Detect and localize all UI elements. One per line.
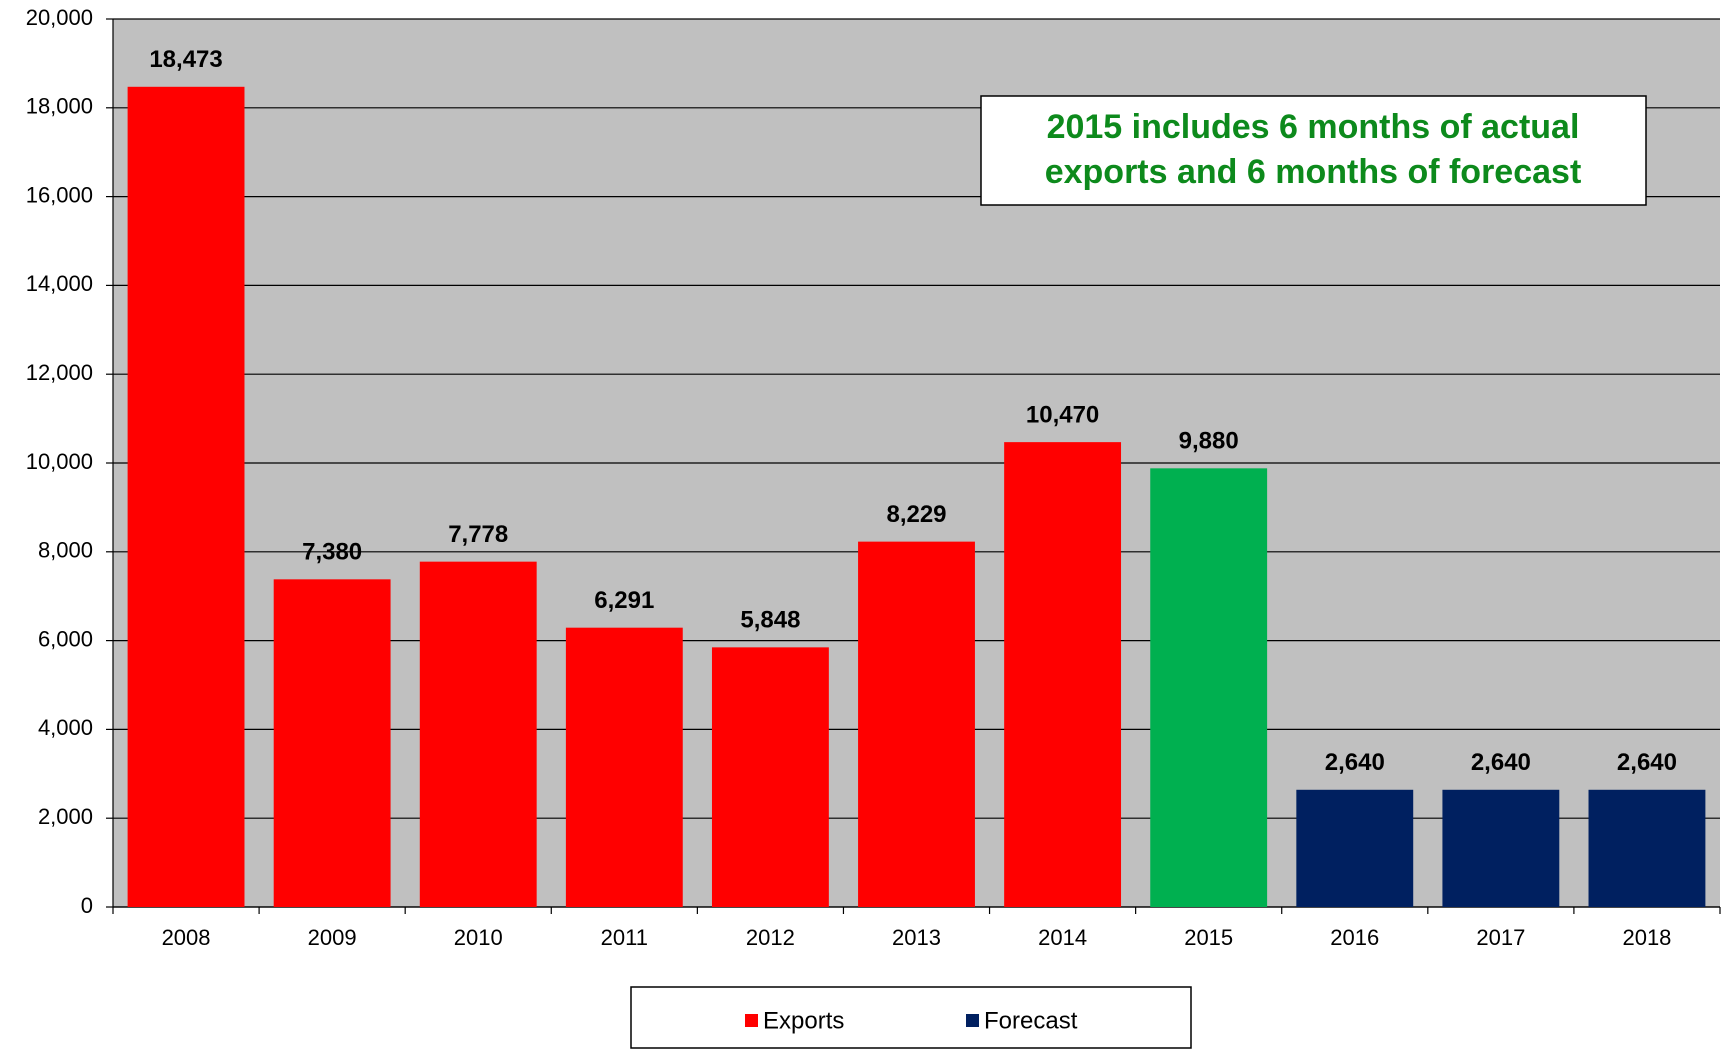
annotation: exports and 6 months of forecast (1045, 153, 1582, 191)
annotation: 2015 includes 6 months of actual (1047, 108, 1580, 146)
x-tick-label: 2012 (746, 925, 795, 950)
bar (419, 561, 537, 907)
y-tick-label: 14,000 (26, 271, 93, 296)
data-label: 5,848 (740, 607, 800, 634)
y-tick-label: 16,000 (26, 182, 93, 207)
data-label: 6,291 (594, 587, 654, 614)
bar (127, 86, 245, 907)
y-tick-label: 10,000 (26, 449, 93, 474)
y-tick-label: 12,000 (26, 360, 93, 385)
y-tick-label: 0 (81, 893, 93, 918)
data-label: 10,470 (1026, 401, 1099, 428)
y-tick-label: 20,000 (26, 5, 93, 30)
data-label: 2,640 (1617, 749, 1677, 776)
x-tick-label: 2018 (1622, 925, 1671, 950)
x-tick-label: 2009 (308, 925, 357, 950)
annotation-box (980, 95, 1647, 206)
y-tick-label: 2,000 (38, 804, 93, 829)
x-tick-label: 2011 (601, 925, 648, 950)
y-tick-label: 18,000 (26, 94, 93, 119)
y-tick-label: 4,000 (38, 715, 93, 740)
x-tick-label: 2013 (892, 925, 941, 950)
bar (711, 647, 829, 907)
data-label: 9,880 (1179, 428, 1239, 455)
data-label: 7,380 (302, 539, 362, 566)
data-label: 2,640 (1471, 749, 1531, 776)
x-tick-label: 2008 (162, 925, 211, 950)
x-tick-label: 2014 (1038, 925, 1087, 950)
x-tick-label: 2015 (1184, 925, 1233, 950)
bar (1150, 468, 1268, 907)
bar (273, 579, 391, 907)
y-tick-label: 6,000 (38, 626, 93, 651)
data-label: 18,473 (149, 46, 222, 73)
legend-swatch (966, 1014, 979, 1027)
data-label: 2,640 (1325, 749, 1385, 776)
bar (858, 541, 975, 907)
bar (565, 627, 683, 907)
y-tick-label: 8,000 (38, 538, 93, 563)
x-tick-label: 2010 (454, 925, 503, 950)
data-label: 8,229 (886, 501, 946, 528)
x-tick-label: 2016 (1330, 925, 1379, 950)
legend-swatch (745, 1014, 758, 1027)
data-label: 7,778 (448, 521, 508, 548)
bar (1296, 789, 1414, 907)
bar (1588, 789, 1706, 907)
legend-label: Forecast (984, 1007, 1078, 1034)
x-tick-label: 2017 (1476, 925, 1525, 950)
legend-label: Exports (763, 1007, 844, 1034)
bar (1442, 789, 1560, 907)
bar (1004, 442, 1122, 907)
legend-box (630, 986, 1192, 1049)
